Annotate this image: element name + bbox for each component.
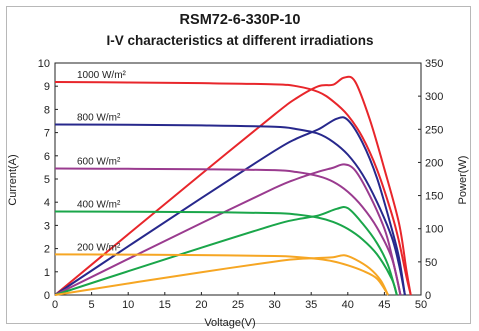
iv-curve <box>54 123 406 296</box>
y-left-tick-label: 0 <box>44 290 50 302</box>
irradiance-label: 1000 W/m² <box>77 70 127 81</box>
y-right-tick-label: 350 <box>425 58 443 70</box>
chart-subtitle: I-V characteristics at different irradia… <box>106 33 373 48</box>
pv-curve <box>54 205 398 296</box>
pv-curve <box>54 75 412 296</box>
x-tick-label: 25 <box>232 299 244 311</box>
irradiance-label: 400 W/m² <box>77 199 121 210</box>
x-tick-label: 45 <box>378 299 390 311</box>
x-axis-label: Voltage(V) <box>204 317 255 329</box>
y-axis-label-right: Power(W) <box>457 156 469 205</box>
iv-curve <box>54 81 412 296</box>
y-left-tick-label: 4 <box>44 197 50 209</box>
y-left-tick-label: 7 <box>44 128 50 140</box>
y-right-tick-label: 300 <box>425 91 443 103</box>
y-left-tick-label: 3 <box>44 220 50 232</box>
iv-curve <box>54 210 398 296</box>
y-right-tick-label: 250 <box>425 124 443 136</box>
x-tick-label: 20 <box>195 299 207 311</box>
x-tick-label: 40 <box>342 299 354 311</box>
y-right-tick-label: 100 <box>425 224 443 236</box>
irradiance-label: 600 W/m² <box>77 157 121 168</box>
series-labels: 1000 W/m² 800 W/m² 600 W/m² 400 W/m² 200 W/m… <box>77 70 127 253</box>
x-tick-label: 10 <box>122 299 134 311</box>
irradiance-label: 200 W/m² <box>77 242 121 253</box>
pv-curve <box>54 163 402 296</box>
y-right-tick-label: 0 <box>425 290 431 302</box>
y-left-tick-label: 10 <box>38 58 50 70</box>
y-left-tick-label: 6 <box>44 151 50 163</box>
axes: 0 5 10 15 20 25 30 35 40 45 5001234567891005010015… <box>38 58 444 311</box>
chart-title: RSM72-6-330P-10 <box>180 12 301 28</box>
y-right-tick-label: 50 <box>425 257 437 269</box>
series-layer <box>54 75 412 296</box>
y-axis-label-left: Current(A) <box>7 154 19 205</box>
pv-curve <box>54 254 389 296</box>
pv-curve <box>54 116 406 296</box>
x-tick-label: 5 <box>89 299 95 311</box>
y-left-tick-label: 1 <box>44 267 50 279</box>
y-right-tick-label: 200 <box>425 157 443 169</box>
x-tick-label: 15 <box>159 299 171 311</box>
y-right-tick-label: 150 <box>425 191 443 203</box>
irradiance-label: 800 W/m² <box>77 112 121 123</box>
y-left-tick-label: 2 <box>44 244 50 256</box>
y-left-tick-label: 8 <box>44 104 50 116</box>
x-tick-label: 35 <box>305 299 317 311</box>
x-tick-label: 0 <box>52 299 58 311</box>
x-tick-label: 50 <box>415 299 427 311</box>
y-left-tick-label: 5 <box>44 174 50 186</box>
iv-curve <box>54 253 389 296</box>
x-tick-label: 30 <box>268 299 280 311</box>
iv-curve <box>54 167 402 296</box>
y-left-tick-label: 9 <box>44 81 50 93</box>
